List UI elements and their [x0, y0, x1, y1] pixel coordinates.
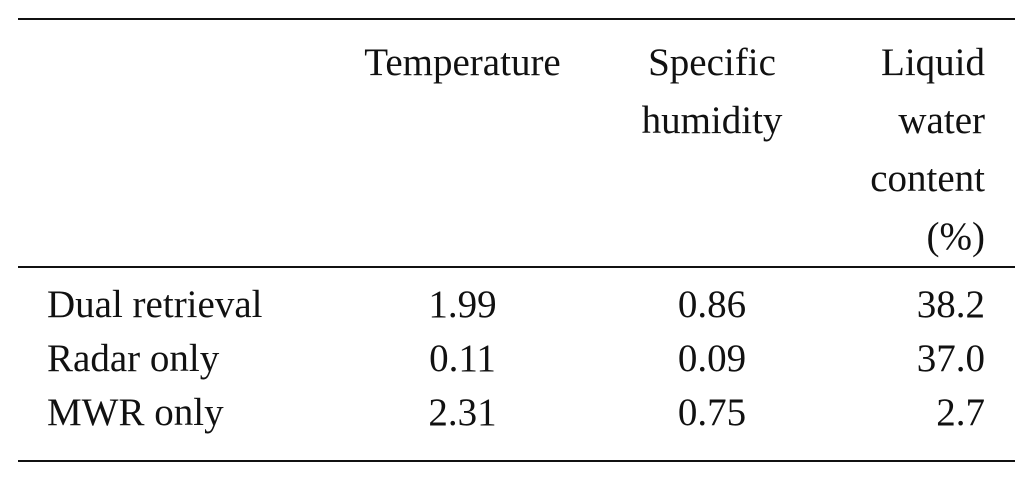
header-liquid-water-content: Liquid water content (%): [820, 34, 985, 266]
cell-specific-humidity: 0.75: [677, 391, 747, 434]
cell-specific-humidity: 0.09: [677, 337, 747, 380]
header-line: Temperature: [364, 41, 561, 84]
header-line: water: [898, 99, 985, 142]
top-rule: [18, 18, 1015, 20]
cell-liquid-water-content: 2.7: [936, 391, 985, 434]
row-label: Radar only: [47, 337, 220, 380]
cell-liquid-water-content: 37.0: [916, 337, 985, 380]
bottom-rule: [18, 460, 1015, 462]
header-temperature: Temperature: [355, 34, 570, 92]
header-line: content: [870, 157, 985, 200]
header-line: humidity: [641, 99, 783, 142]
cell-temperature: 0.11: [429, 337, 496, 380]
header-line: (%): [926, 215, 985, 258]
header-rule: [18, 266, 1015, 268]
cell-temperature: 1.99: [428, 283, 497, 326]
cell-liquid-water-content: 38.2: [916, 283, 985, 326]
row-label: MWR only: [47, 391, 224, 434]
header-line: Specific: [648, 41, 776, 84]
cell-temperature: 2.31: [428, 391, 497, 434]
row-label: Dual retrieval: [47, 283, 263, 326]
header-specific-humidity: Specific humidity: [622, 34, 802, 150]
cell-specific-humidity: 0.86: [677, 283, 747, 326]
header-line: Liquid: [881, 41, 985, 84]
